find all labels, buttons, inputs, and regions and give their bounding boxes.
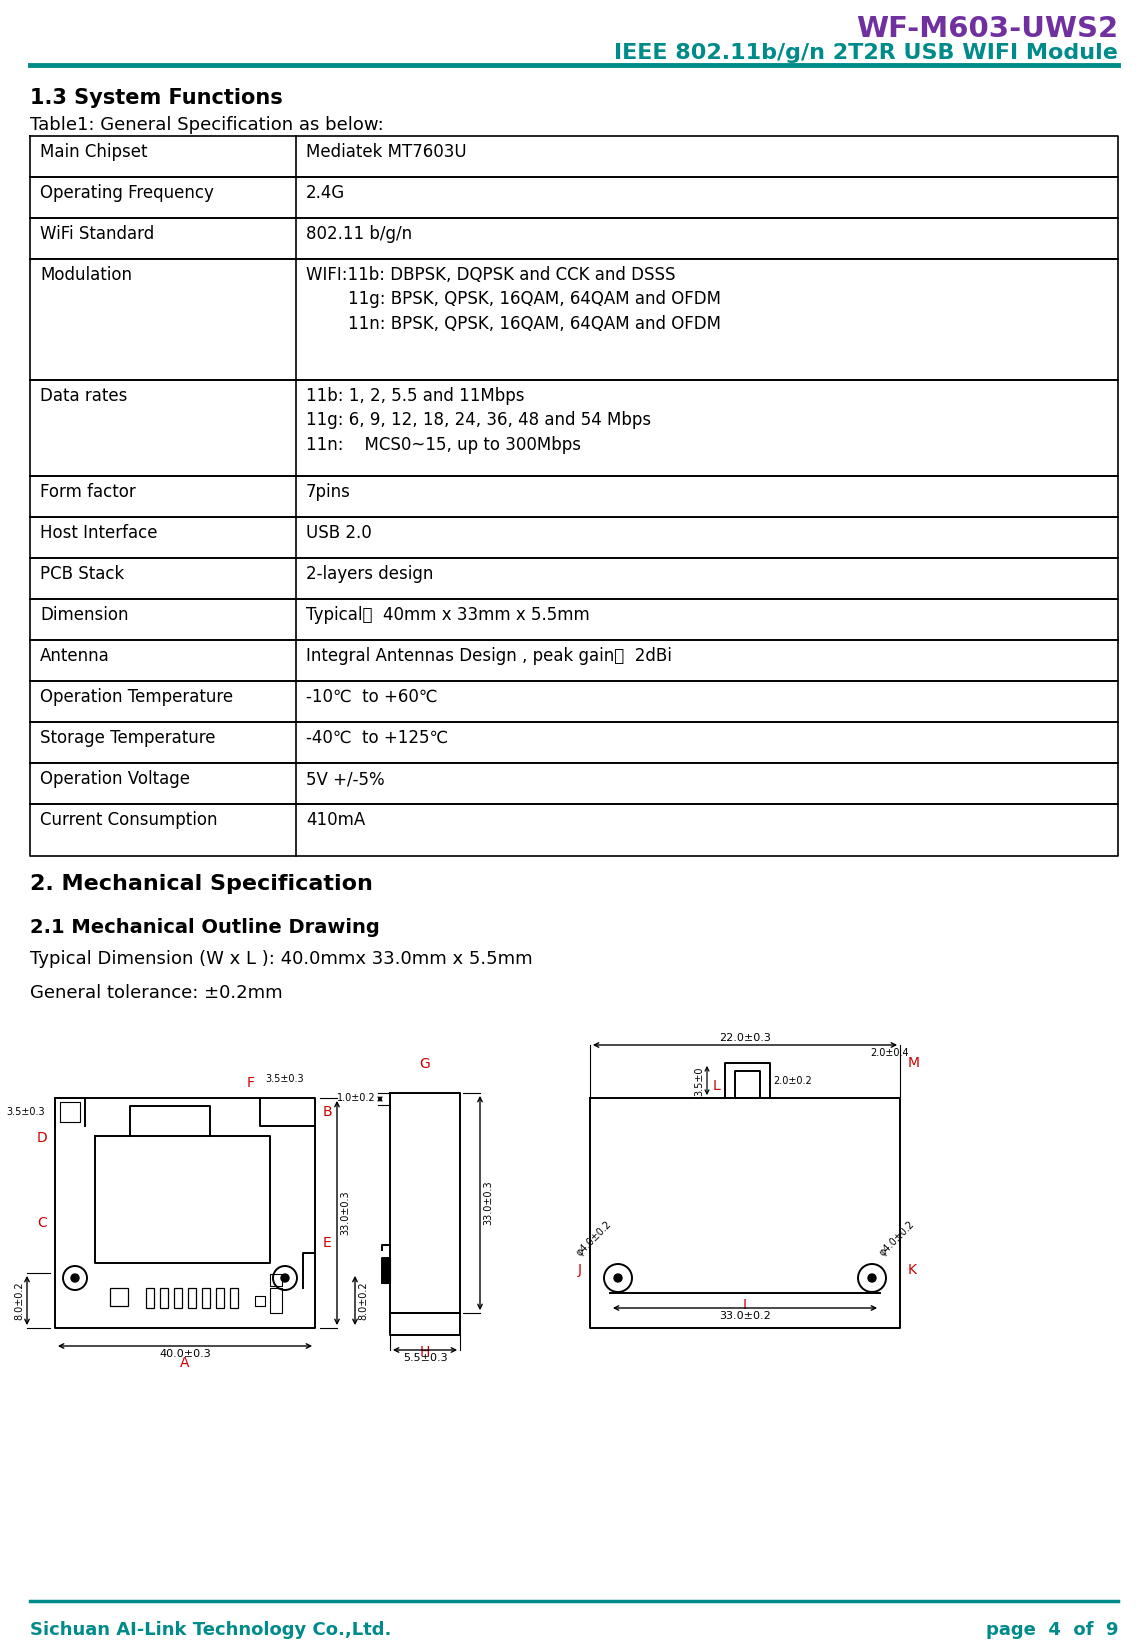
- Text: φ4.0±0.2: φ4.0±0.2: [574, 1219, 613, 1259]
- Text: Mediatek MT7603U: Mediatek MT7603U: [306, 143, 466, 161]
- Text: Integral Antennas Design , peak gain：  2dBi: Integral Antennas Design , peak gain： 2d…: [306, 647, 672, 665]
- Text: WF-M603-UWS2: WF-M603-UWS2: [856, 15, 1118, 43]
- Text: IEEE 802.11b/g/n 2T2R USB WIFI Module: IEEE 802.11b/g/n 2T2R USB WIFI Module: [614, 43, 1118, 62]
- Text: Storage Temperature: Storage Temperature: [40, 729, 215, 748]
- Text: 33.0±0.3: 33.0±0.3: [482, 1181, 493, 1226]
- Text: 11b: 1, 2, 5.5 and 11Mbps
11g: 6, 9, 12, 18, 24, 36, 48 and 54 Mbps
11n:    MCS0: 11b: 1, 2, 5.5 and 11Mbps 11g: 6, 9, 12,…: [306, 388, 651, 453]
- Text: φ4.0±0.2: φ4.0±0.2: [877, 1219, 916, 1259]
- Text: Operation Temperature: Operation Temperature: [40, 688, 233, 706]
- Text: Dimension: Dimension: [40, 606, 128, 624]
- Bar: [382, 1259, 390, 1283]
- Text: Table1: General Specification as below:: Table1: General Specification as below:: [30, 117, 384, 135]
- Text: H: H: [419, 1346, 430, 1359]
- Text: Host Interface: Host Interface: [40, 524, 157, 542]
- Text: C: C: [38, 1216, 47, 1231]
- Text: 1.0±0.2: 1.0±0.2: [337, 1093, 376, 1102]
- Text: General tolerance: ±0.2mm: General tolerance: ±0.2mm: [30, 984, 283, 1002]
- Text: 3.5±0: 3.5±0: [694, 1066, 704, 1096]
- Bar: [188, 1288, 196, 1308]
- Text: K: K: [908, 1263, 917, 1277]
- Text: 3.5±0.3: 3.5±0.3: [265, 1075, 304, 1084]
- Text: 410mA: 410mA: [306, 812, 366, 830]
- Text: 3.5±0.3: 3.5±0.3: [7, 1107, 45, 1117]
- Text: Main Chipset: Main Chipset: [40, 143, 148, 161]
- Text: 2.4G: 2.4G: [306, 184, 345, 202]
- Circle shape: [71, 1273, 79, 1282]
- Text: WiFi Standard: WiFi Standard: [40, 225, 155, 243]
- Bar: [270, 1288, 282, 1313]
- Text: Sichuan AI-Link Technology Co.,Ltd.: Sichuan AI-Link Technology Co.,Ltd.: [30, 1622, 392, 1640]
- Text: 8.0±0.2: 8.0±0.2: [358, 1282, 368, 1321]
- Text: Antenna: Antenna: [40, 647, 110, 665]
- Text: 5.5±0.3: 5.5±0.3: [402, 1352, 447, 1364]
- Circle shape: [281, 1273, 289, 1282]
- Bar: [146, 1288, 154, 1308]
- Text: F: F: [248, 1076, 256, 1089]
- Text: Operating Frequency: Operating Frequency: [40, 184, 214, 202]
- Text: 40.0±0.3: 40.0±0.3: [159, 1349, 211, 1359]
- Text: E: E: [323, 1236, 331, 1250]
- Bar: [202, 1288, 210, 1308]
- Text: 2.0±0.2: 2.0±0.2: [774, 1076, 811, 1086]
- Text: L: L: [713, 1079, 720, 1093]
- Text: 802.11 b/g/n: 802.11 b/g/n: [306, 225, 413, 243]
- Text: Operation Voltage: Operation Voltage: [40, 771, 190, 789]
- Circle shape: [614, 1273, 622, 1282]
- Bar: [270, 1273, 282, 1286]
- Text: Modulation: Modulation: [40, 266, 132, 284]
- Bar: [256, 1296, 265, 1306]
- Text: 1.3 System Functions: 1.3 System Functions: [30, 89, 283, 108]
- Text: WIFI:11b: DBPSK, DQPSK and CCK and DSSS
        11g: BPSK, QPSK, 16QAM, 64QAM an: WIFI:11b: DBPSK, DQPSK and CCK and DSSS …: [306, 266, 721, 357]
- Text: 7pins: 7pins: [306, 483, 351, 501]
- Text: Data rates: Data rates: [40, 388, 127, 406]
- Text: Form factor: Form factor: [40, 483, 135, 501]
- Bar: [174, 1288, 182, 1308]
- Text: page  4  of  9: page 4 of 9: [986, 1622, 1118, 1640]
- Bar: [110, 1288, 128, 1306]
- Text: Typical，  40mm x 33mm x 5.5mm: Typical， 40mm x 33mm x 5.5mm: [306, 606, 590, 624]
- Text: -10℃  to +60℃: -10℃ to +60℃: [306, 688, 438, 706]
- Text: J: J: [578, 1263, 582, 1277]
- Text: A: A: [180, 1355, 190, 1370]
- Text: D: D: [37, 1130, 47, 1145]
- Bar: [160, 1288, 168, 1308]
- Bar: [215, 1288, 223, 1308]
- Text: 8.0±0.2: 8.0±0.2: [14, 1282, 24, 1321]
- Text: 33.0±0.3: 33.0±0.3: [340, 1191, 350, 1236]
- Text: I: I: [743, 1298, 747, 1313]
- Text: 2-layers design: 2-layers design: [306, 565, 433, 583]
- Text: G: G: [419, 1056, 431, 1071]
- Text: PCB Stack: PCB Stack: [40, 565, 124, 583]
- Circle shape: [868, 1273, 876, 1282]
- Bar: [230, 1288, 238, 1308]
- Text: Current Consumption: Current Consumption: [40, 812, 218, 830]
- Text: 2. Mechanical Specification: 2. Mechanical Specification: [30, 874, 372, 894]
- Text: USB 2.0: USB 2.0: [306, 524, 371, 542]
- Text: Typical Dimension (W x L ): 40.0mmx 33.0mm x 5.5mm: Typical Dimension (W x L ): 40.0mmx 33.0…: [30, 950, 533, 968]
- Text: B: B: [323, 1106, 332, 1119]
- Text: 5V +/-5%: 5V +/-5%: [306, 771, 385, 789]
- Text: M: M: [908, 1056, 920, 1070]
- Text: 2.1 Mechanical Outline Drawing: 2.1 Mechanical Outline Drawing: [30, 918, 379, 937]
- Text: 33.0±0.2: 33.0±0.2: [720, 1311, 771, 1321]
- Text: 2.0±0.4: 2.0±0.4: [870, 1048, 909, 1058]
- Text: -40℃  to +125℃: -40℃ to +125℃: [306, 729, 448, 748]
- Text: 22.0±0.3: 22.0±0.3: [719, 1033, 771, 1043]
